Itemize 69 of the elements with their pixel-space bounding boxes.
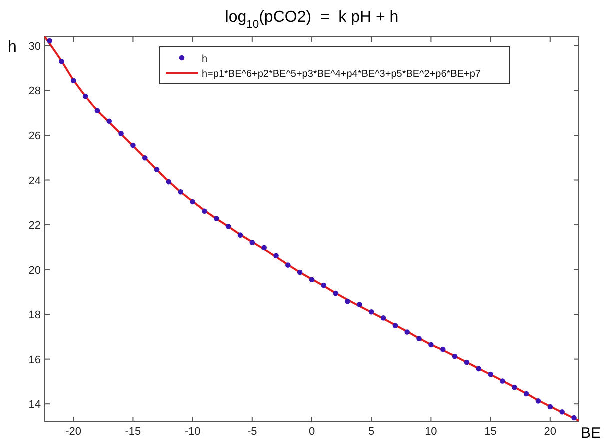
point bbox=[548, 404, 554, 410]
point bbox=[512, 384, 518, 390]
point bbox=[178, 189, 184, 195]
point bbox=[380, 316, 386, 321]
point bbox=[238, 232, 244, 238]
point bbox=[166, 179, 172, 185]
y-tick-label: 30 bbox=[28, 40, 41, 53]
y-tick-label: 22 bbox=[28, 220, 41, 232]
point bbox=[106, 118, 112, 124]
point bbox=[47, 38, 52, 44]
point bbox=[297, 270, 303, 276]
point bbox=[476, 366, 482, 372]
x-tick-label: 15 bbox=[484, 426, 497, 438]
x-tick-label: -20 bbox=[66, 426, 82, 438]
point bbox=[82, 94, 88, 100]
point bbox=[202, 208, 208, 214]
x-tick-label: -5 bbox=[248, 426, 258, 438]
y-tick-label: 28 bbox=[28, 86, 41, 98]
point bbox=[142, 155, 148, 161]
point bbox=[536, 398, 542, 404]
legend-label: h bbox=[202, 54, 208, 65]
y-tick-label: 18 bbox=[28, 310, 41, 322]
x-tick-label: 0 bbox=[308, 426, 316, 438]
point bbox=[440, 346, 446, 352]
point bbox=[214, 216, 220, 222]
point bbox=[464, 360, 470, 366]
point bbox=[572, 415, 577, 421]
point bbox=[70, 78, 76, 84]
point bbox=[357, 302, 362, 308]
y-tick-label: 14 bbox=[28, 399, 41, 412]
legend-label: h=p1*BE^6+p2*BE^5+p3*BE^4+p4*BE^3+p5*BE^2+p6*BE+p7 bbox=[202, 69, 482, 80]
point bbox=[262, 245, 267, 250]
point bbox=[524, 391, 530, 397]
y-axis-title: h bbox=[8, 39, 17, 56]
point bbox=[428, 342, 434, 348]
y-tick-label: 26 bbox=[28, 130, 41, 142]
point bbox=[392, 323, 398, 328]
point bbox=[286, 262, 291, 268]
point bbox=[309, 277, 315, 283]
point bbox=[59, 58, 64, 64]
point bbox=[274, 253, 279, 259]
point bbox=[416, 336, 422, 342]
point bbox=[94, 108, 100, 114]
line-series bbox=[44, 36, 580, 422]
point bbox=[560, 410, 565, 415]
x-tick-label: 5 bbox=[368, 426, 375, 438]
x-tick-label: -15 bbox=[125, 426, 142, 438]
point bbox=[190, 199, 196, 205]
x-tick-label: 10 bbox=[425, 426, 438, 438]
point bbox=[452, 354, 458, 360]
point bbox=[250, 240, 256, 246]
point bbox=[500, 378, 506, 384]
point bbox=[118, 131, 124, 136]
point bbox=[130, 142, 136, 148]
y-tick-label: 24 bbox=[28, 175, 41, 188]
point bbox=[368, 309, 374, 315]
point bbox=[404, 330, 410, 335]
point bbox=[345, 298, 350, 304]
point bbox=[321, 282, 327, 288]
point bbox=[488, 372, 494, 378]
x-axis-title: BE bbox=[581, 425, 602, 440]
x-tick-label: -10 bbox=[184, 426, 201, 438]
chart-title: log$_{10}$(pCO2) = k pH + h bbox=[225, 9, 399, 31]
x-tick-label: 20 bbox=[544, 426, 557, 438]
point bbox=[333, 290, 338, 296]
y-tick-label: 20 bbox=[28, 264, 41, 277]
point bbox=[154, 167, 160, 172]
y-tick-label: 16 bbox=[28, 354, 41, 366]
point bbox=[226, 224, 232, 230]
